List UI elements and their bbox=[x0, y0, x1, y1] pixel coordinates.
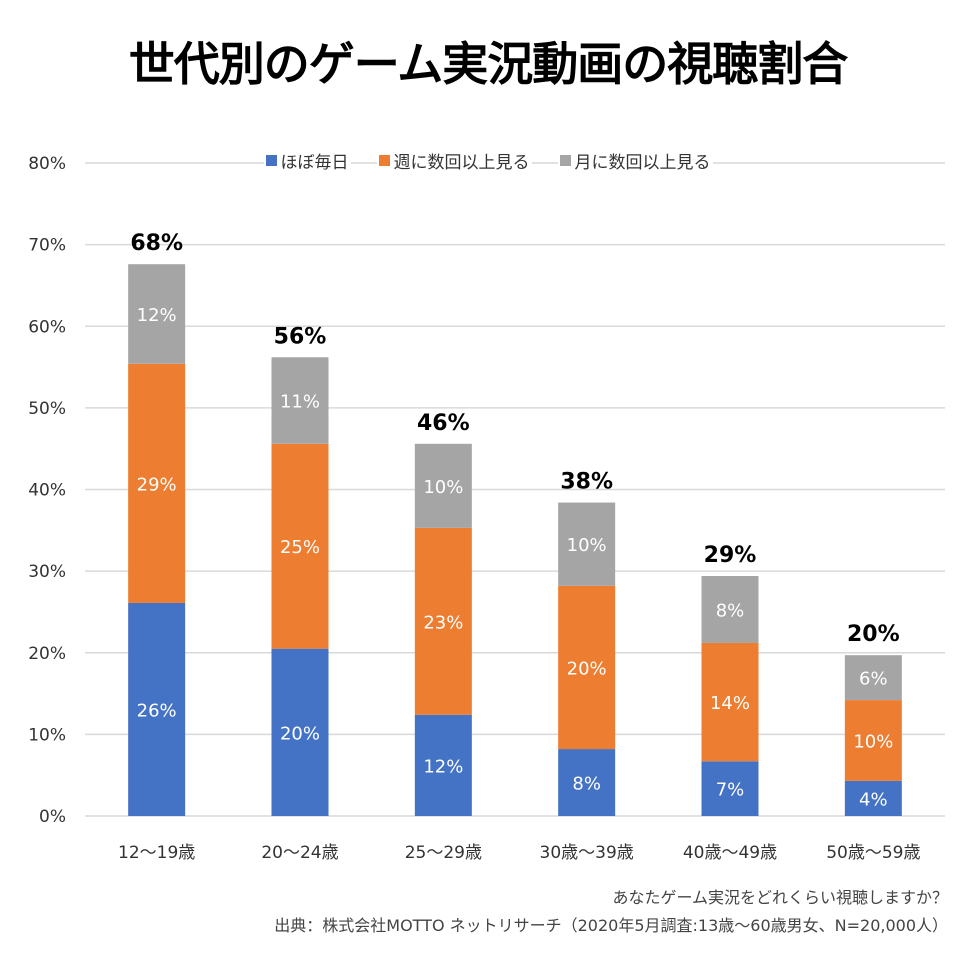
total-label: 68% bbox=[130, 231, 183, 256]
bar-segment bbox=[271, 648, 329, 816]
total-label: 46% bbox=[417, 411, 470, 436]
y-tick-label: 40% bbox=[28, 481, 66, 501]
legend-swatch bbox=[378, 155, 390, 166]
chart-title: 世代別のゲーム実況動画の視聴割合 bbox=[128, 37, 849, 91]
x-tick-label: 25〜29歳 bbox=[405, 843, 482, 863]
total-label: 20% bbox=[847, 622, 900, 647]
bar-segment bbox=[271, 357, 329, 444]
legend-label: 月に数回以上見る bbox=[574, 153, 711, 173]
data-label: 10% bbox=[423, 477, 463, 498]
data-label: 25% bbox=[280, 537, 320, 558]
total-label: 38% bbox=[560, 470, 613, 495]
data-label: 11% bbox=[280, 392, 320, 413]
data-label: 12% bbox=[423, 756, 463, 777]
bar-segment bbox=[414, 714, 472, 816]
data-label: 26% bbox=[137, 700, 177, 721]
legend-swatch bbox=[559, 155, 571, 166]
bar-segment bbox=[414, 527, 472, 715]
data-label: 29% bbox=[137, 474, 177, 495]
x-tick-label: 50歳〜59歳 bbox=[826, 843, 920, 863]
data-label: 10% bbox=[567, 535, 607, 556]
data-label: 4% bbox=[859, 789, 888, 810]
total-label: 29% bbox=[704, 543, 757, 568]
bar-segment bbox=[701, 642, 759, 762]
bar-segment bbox=[414, 443, 472, 528]
legend-label: 週に数回以上見る bbox=[393, 153, 530, 173]
data-label: 8% bbox=[716, 600, 745, 621]
bar-segment bbox=[128, 363, 186, 603]
legend: ほぼ毎日 週に数回以上見る 月に数回以上見る bbox=[0, 148, 976, 173]
bar-segment bbox=[558, 585, 616, 750]
x-tick-label: 30歳〜39歳 bbox=[540, 843, 634, 863]
total-label: 56% bbox=[274, 324, 327, 349]
bar-segment bbox=[844, 780, 902, 816]
y-tick-label: 10% bbox=[28, 725, 66, 745]
legend-item-monthly: 月に数回以上見る bbox=[557, 148, 713, 173]
legend-swatch bbox=[265, 155, 277, 166]
bar-segment bbox=[844, 700, 902, 781]
y-tick-label: 0% bbox=[39, 807, 66, 827]
bar-segment bbox=[701, 576, 759, 643]
legend-item-weekly: 週に数回以上見る bbox=[376, 148, 532, 173]
legend-item-daily: ほぼ毎日 bbox=[263, 148, 351, 173]
bar-segment bbox=[558, 749, 616, 816]
survey-question: あなたゲーム実況をどれくらい視聴しますか？ bbox=[612, 888, 948, 907]
data-label: 23% bbox=[423, 612, 463, 633]
source-note: 出典：株式会社MOTTO ネットリサーチ（2020年5月調査:13歳〜60歳男女… bbox=[274, 916, 948, 935]
x-tick-label: 12〜19歳 bbox=[118, 843, 195, 863]
x-tick-label: 40歳〜49歳 bbox=[683, 843, 777, 863]
y-tick-label: 50% bbox=[28, 399, 66, 419]
y-tick-label: 70% bbox=[28, 236, 66, 256]
data-label: 6% bbox=[859, 669, 888, 690]
bar-segment bbox=[844, 655, 902, 701]
legend-label: ほぼ毎日 bbox=[280, 153, 349, 173]
bar-segment bbox=[271, 443, 329, 649]
bar-segment bbox=[128, 264, 186, 364]
x-tick-label: 20〜24歳 bbox=[261, 843, 338, 863]
bar-segment bbox=[701, 761, 759, 816]
y-tick-label: 80% bbox=[28, 154, 66, 174]
bar-segment bbox=[558, 502, 616, 586]
data-label: 8% bbox=[572, 774, 601, 795]
y-tick-label: 60% bbox=[28, 317, 66, 337]
data-label: 14% bbox=[710, 693, 750, 714]
y-tick-label: 30% bbox=[28, 562, 66, 582]
data-label: 10% bbox=[853, 731, 893, 752]
y-tick-label: 20% bbox=[28, 644, 66, 664]
data-label: 12% bbox=[137, 305, 177, 326]
data-label: 7% bbox=[716, 780, 745, 801]
bar-segment bbox=[128, 602, 186, 816]
data-label: 20% bbox=[567, 658, 607, 679]
data-label: 20% bbox=[280, 723, 320, 744]
